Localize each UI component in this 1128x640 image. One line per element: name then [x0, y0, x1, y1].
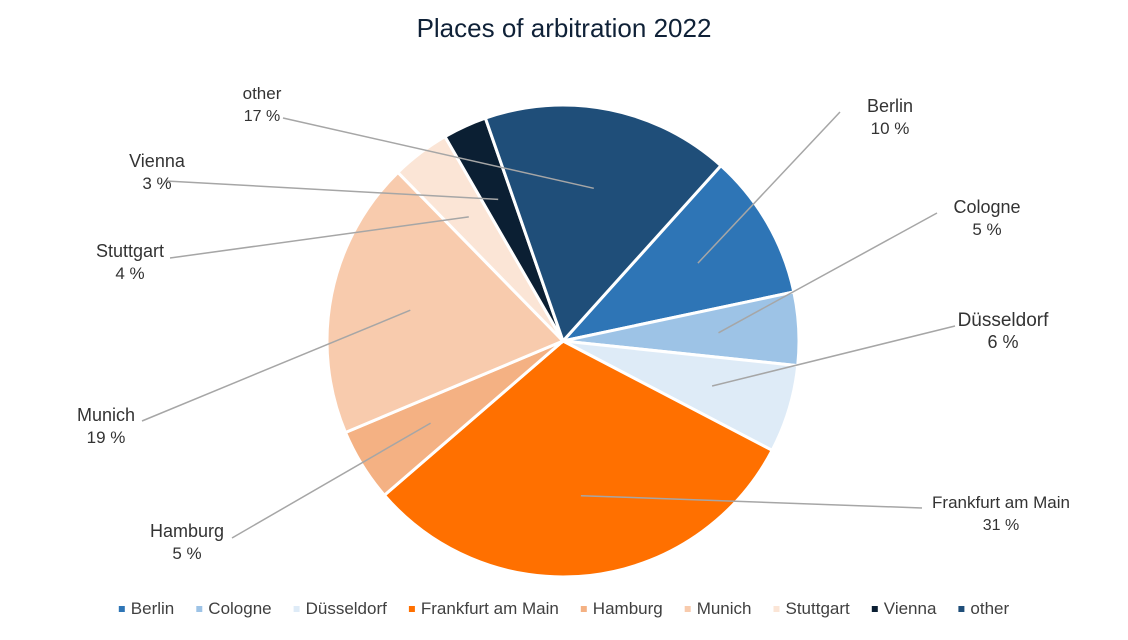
legend-label-dusseldorf: Düsseldorf: [306, 599, 388, 618]
legend: Berlin Cologne Düsseldorf Frankfurt am Main…: [119, 599, 1010, 618]
data-label-name-dusseldorf: Düsseldorf: [958, 310, 1050, 331]
data-label-value-frankfurt-am-main: 31 %: [983, 517, 1019, 534]
legend-swatch-dusseldorf: [294, 606, 300, 612]
legend-item-frankfurt-am-main: Frankfurt am Main: [409, 599, 559, 618]
legend-swatch-cologne: [196, 606, 202, 612]
legend-item-dusseldorf: Düsseldorf: [294, 599, 388, 618]
legend-swatch-hamburg: [581, 606, 587, 612]
legend-label-stuttgart: Stuttgart: [786, 599, 851, 618]
legend-item-hamburg: Hamburg: [581, 599, 663, 618]
legend-label-munich: Munich: [697, 599, 752, 618]
data-label-name-berlin: Berlin: [867, 96, 913, 116]
legend-swatch-berlin: [119, 606, 125, 612]
legend-swatch-stuttgart: [774, 606, 780, 612]
pie-slices: [327, 105, 799, 577]
data-label-value-vienna: 3 %: [142, 174, 171, 193]
data-label-value-hamburg: 5 %: [172, 544, 201, 563]
legend-item-berlin: Berlin: [119, 599, 174, 618]
data-label-value-stuttgart: 4 %: [115, 264, 144, 283]
data-label-name-other: other: [243, 84, 282, 103]
data-label-name-munich: Munich: [77, 405, 135, 425]
legend-item-munich: Munich: [685, 599, 752, 618]
legend-label-cologne: Cologne: [208, 599, 271, 618]
data-label-value-berlin: 10 %: [871, 119, 910, 138]
legend-item-stuttgart: Stuttgart: [774, 599, 851, 618]
legend-swatch-vienna: [872, 606, 878, 612]
data-label-value-munich: 19 %: [87, 428, 126, 447]
data-label-name-frankfurt-am-main: Frankfurt am Main: [932, 493, 1070, 512]
data-label-name-stuttgart: Stuttgart: [96, 241, 164, 261]
data-label-name-hamburg: Hamburg: [150, 521, 224, 541]
legend-swatch-frankfurt-am-main: [409, 606, 415, 612]
legend-label-other: other: [970, 599, 1009, 618]
legend-swatch-other: [958, 606, 964, 612]
legend-label-hamburg: Hamburg: [593, 599, 663, 618]
data-label-value-dusseldorf: 6 %: [987, 332, 1018, 352]
data-label-name-cologne: Cologne: [953, 197, 1020, 217]
legend-swatch-munich: [685, 606, 691, 612]
legend-item-cologne: Cologne: [196, 599, 271, 618]
data-label-value-other: 17 %: [244, 108, 280, 125]
legend-label-berlin: Berlin: [131, 599, 174, 618]
data-label-name-vienna: Vienna: [129, 151, 186, 171]
data-label-value-cologne: 5 %: [972, 220, 1001, 239]
legend-label-vienna: Vienna: [884, 599, 937, 618]
legend-label-frankfurt-am-main: Frankfurt am Main: [421, 599, 559, 618]
legend-item-other: other: [958, 599, 1009, 618]
chart-title: Places of arbitration 2022: [417, 13, 712, 43]
legend-item-vienna: Vienna: [872, 599, 937, 618]
